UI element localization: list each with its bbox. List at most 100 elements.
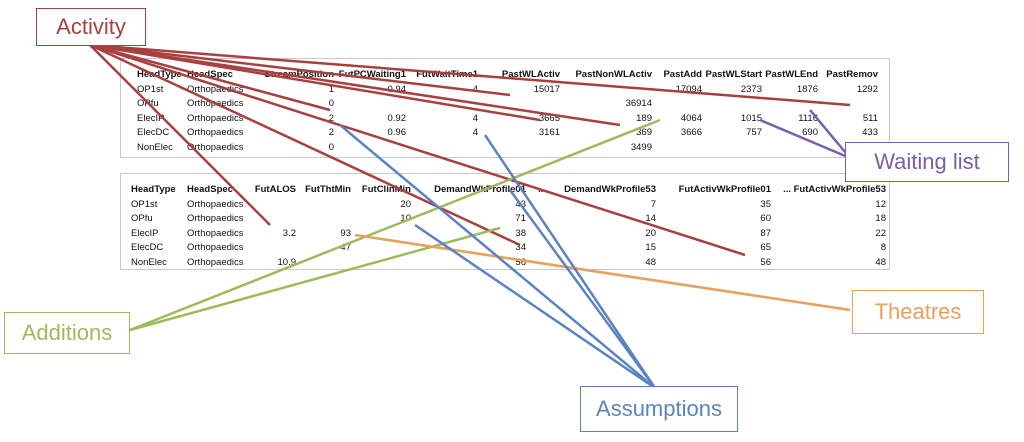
column-header: HeadType — [131, 184, 176, 195]
table-cell: 2373 — [740, 83, 762, 95]
row-label: ElecDC — [137, 127, 170, 138]
column-header: ... — [538, 184, 546, 195]
table-cell: 14 — [645, 213, 656, 224]
column-header: PastRemov — [826, 69, 878, 80]
table-cell: 65 — [760, 242, 771, 253]
row-label: OP1st — [137, 83, 164, 95]
table-cell: 47 — [340, 242, 351, 253]
table-cell: 4 — [472, 83, 478, 95]
table-cell: Orthopaedics — [187, 112, 244, 124]
table-cell: 18 — [875, 213, 886, 224]
activity-table: HeadType HeadSpec StreamPosition FutPCWaiti… — [121, 59, 889, 157]
profile-table-panel: HeadType HeadSpec FutALOS FutThtMin FutClinM… — [120, 173, 890, 270]
table-cell: 60 — [760, 213, 771, 224]
table-cell: 22 — [875, 227, 886, 239]
table-cell: 0 — [328, 98, 334, 109]
table-cell: 0.96 — [387, 127, 407, 138]
column-header: PastWLActiv — [501, 69, 560, 80]
table-cell: 1292 — [856, 83, 878, 95]
table-cell: 3665 — [538, 112, 560, 124]
table-cell: 43 — [515, 198, 526, 210]
table-cell: 4 — [472, 112, 478, 124]
table-cell: 3499 — [630, 141, 652, 153]
table-cell: 20 — [400, 198, 411, 210]
column-header: HeadType — [137, 69, 182, 80]
column-header: FutClinMin — [361, 184, 411, 195]
table-cell: 690 — [802, 127, 818, 138]
table-cell: Orthopaedics — [187, 227, 244, 239]
column-header: FutThtMin — [305, 184, 351, 195]
row-label: NonElec — [137, 141, 173, 153]
activity-table-panel: HeadType HeadSpec StreamPosition FutPCWaiti… — [120, 58, 890, 158]
table-cell: Orthopaedics — [187, 98, 244, 109]
table-cell: 56 — [515, 256, 526, 268]
column-header: FutPCWaiting1 — [338, 69, 406, 80]
column-header: FutActivWkProfile53 — [793, 184, 886, 195]
table-cell: 20 — [645, 227, 656, 239]
row-label: OPfu — [137, 98, 159, 109]
row-label: ElecDC — [131, 242, 164, 253]
row-label: OP1st — [131, 198, 158, 210]
table-cell: 8 — [880, 242, 886, 253]
table-cell: Orthopaedics — [187, 256, 244, 268]
table-cell: 38 — [515, 227, 526, 239]
column-header: PastAdd — [663, 69, 702, 80]
row-label: ElecIP — [137, 112, 165, 124]
table-cell: 2 — [328, 112, 334, 124]
column-header: PastWLStart — [705, 69, 762, 80]
table-cell: 4 — [472, 127, 478, 138]
column-header: HeadSpec — [187, 69, 233, 80]
column-header: DemandWkProfile01 — [434, 184, 526, 195]
table-cell: 1015 — [740, 112, 762, 124]
table-cell: 15 — [645, 242, 656, 253]
table-cell: 34 — [515, 242, 526, 253]
additions-callout: Additions — [4, 312, 130, 354]
table-cell: Orthopaedics — [187, 127, 244, 138]
column-header: FutWaitTime1 — [416, 69, 478, 80]
table-cell: Orthopaedics — [187, 213, 244, 224]
table-cell: 1116 — [798, 112, 818, 124]
table-cell: 15017 — [533, 83, 560, 95]
profile-table: HeadType HeadSpec FutALOS FutThtMin FutClinM… — [121, 174, 889, 269]
table-cell: 10 — [400, 213, 411, 224]
table-cell: 71 — [515, 213, 526, 224]
activity-callout: Activity — [36, 8, 146, 46]
table-cell: 1876 — [796, 83, 818, 95]
column-header: DemandWkProfile53 — [564, 184, 656, 195]
table-cell: 0.92 — [387, 112, 407, 124]
theatres-callout: Theatres — [852, 290, 984, 334]
table-cell: 3.2 — [282, 227, 296, 239]
assumptions-callout: Assumptions — [580, 386, 738, 432]
column-header: FutActivWkProfile01 — [678, 184, 771, 195]
table-cell: 511 — [862, 112, 878, 124]
table-cell: 12 — [875, 198, 886, 210]
column-header: FutALOS — [254, 184, 296, 195]
row-label: NonElec — [131, 256, 167, 268]
table-cell: 48 — [645, 256, 656, 268]
row-label: ElecIP — [131, 227, 159, 239]
table-cell: 0 — [328, 141, 334, 153]
table-cell: 93 — [340, 227, 351, 239]
column-header: StreamPosition — [264, 69, 334, 80]
table-cell: 87 — [760, 227, 771, 239]
column-header: HeadSpec — [187, 184, 233, 195]
table-cell: 757 — [746, 127, 762, 138]
table-cell: Orthopaedics — [187, 141, 244, 153]
table-cell: 0.94 — [387, 83, 407, 95]
table-cell: 433 — [862, 127, 878, 138]
column-header: PastNonWLActiv — [575, 69, 652, 80]
table-cell: 56 — [760, 256, 771, 268]
table-cell: 3666 — [680, 127, 702, 138]
table-cell: 3161 — [538, 127, 560, 138]
table-cell: 10.9 — [277, 256, 297, 268]
row-label: OPfu — [131, 213, 153, 224]
table-cell: Orthopaedics — [187, 198, 244, 210]
table-cell: 48 — [875, 256, 886, 268]
table-cell: 17094 — [675, 83, 702, 95]
table-cell: 4064 — [680, 112, 702, 124]
waiting-list-callout: Waiting list — [845, 142, 1009, 182]
column-header: PastWLEnd — [765, 69, 818, 80]
table-cell: 36914 — [625, 98, 652, 109]
table-cell: 35 — [760, 198, 771, 210]
table-cell: 369 — [636, 127, 652, 138]
